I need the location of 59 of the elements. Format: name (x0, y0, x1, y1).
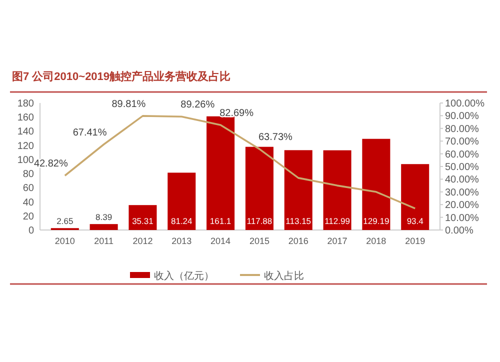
data-label: 81.24 (170, 216, 193, 226)
y-tick-label: 140 (17, 126, 34, 138)
y2-tick-label: 0.00% (445, 226, 474, 236)
x-tick-label: 2010 (54, 236, 75, 246)
data-label: 67.41% (72, 127, 107, 138)
data-label: 117.88 (246, 216, 272, 226)
data-label: 129.19 (363, 216, 390, 226)
y-tick-label: 80 (22, 169, 34, 180)
y-tick-label: 60 (22, 183, 34, 194)
bar (168, 172, 196, 230)
bar (284, 150, 312, 230)
y-tick-label: 20 (22, 211, 34, 222)
x-tick-label: 2016 (288, 236, 308, 246)
y-tick-label: 120 (17, 140, 34, 152)
bar (323, 150, 352, 230)
y2-tick-label: 70.00% (445, 136, 480, 148)
bar (206, 116, 235, 230)
data-label: 89.81% (112, 98, 146, 110)
y2-tick-label: 10.00% (445, 212, 480, 224)
y2-tick-label: 30.00% (445, 187, 480, 198)
data-label: 2.65 (56, 216, 74, 226)
x-tick-label: 2019 (405, 236, 426, 246)
y2-tick-label: 50.00% (445, 162, 480, 173)
x-tick-label: 2013 (172, 236, 192, 246)
bar (401, 164, 430, 230)
data-label: 161.1 (210, 216, 232, 226)
y2-tick-label: 100.00% (445, 98, 485, 110)
x-tick-label: 2017 (327, 236, 348, 246)
bar (90, 224, 118, 230)
x-tick-label: 2012 (132, 236, 153, 246)
bar (362, 138, 390, 230)
x-tick-label: 2015 (249, 236, 270, 246)
y-tick-label: 0 (28, 226, 34, 236)
chart-title: 图7 公司2010~2019触控产品业务营收及占比 (12, 70, 231, 83)
legend-label: 收入占比 (264, 270, 304, 282)
y-tick-label: 180 (17, 98, 34, 110)
bar (245, 146, 274, 230)
y2-tick-label: 20.00% (445, 200, 480, 212)
y-tick-label: 100 (17, 154, 34, 166)
y2-tick-label: 80.00% (445, 124, 480, 135)
data-label: 112.99 (324, 216, 350, 226)
x-tick-label: 2018 (366, 236, 386, 246)
y-tick-label: 40 (22, 197, 34, 208)
data-label: 42.82% (34, 158, 68, 170)
data-label: 93.4 (406, 216, 424, 226)
data-label: 113.15 (286, 216, 312, 226)
data-label: 63.73% (258, 132, 293, 144)
bar (128, 205, 157, 230)
data-label: 8.39 (96, 212, 112, 222)
data-label: 89.26% (180, 100, 215, 111)
legend-label: 收入（亿元） (154, 270, 214, 282)
data-label: 35.31 (132, 216, 154, 226)
x-tick-label: 2011 (94, 236, 114, 246)
y2-tick-label: 40.00% (445, 174, 480, 186)
data-label: 82.69% (220, 108, 254, 119)
y2-tick-label: 60.00% (445, 149, 480, 160)
y2-tick-label: 90.00% (445, 111, 480, 122)
y-tick-label: 160 (17, 112, 34, 124)
x-tick-label: 2014 (210, 236, 231, 246)
